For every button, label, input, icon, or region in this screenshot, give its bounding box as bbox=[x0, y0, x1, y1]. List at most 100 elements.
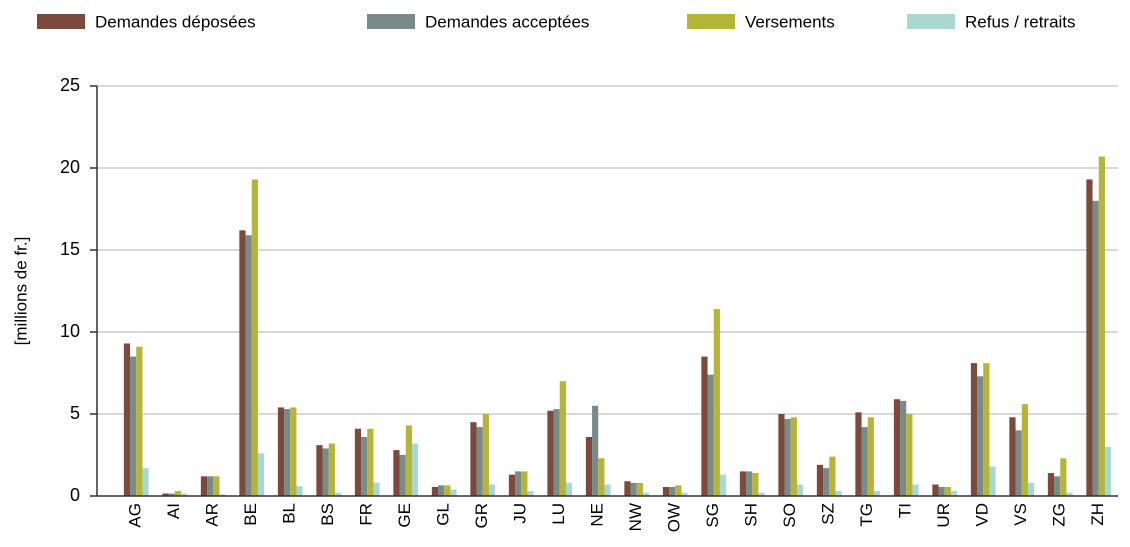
x-tick-label: TI bbox=[896, 503, 915, 518]
x-tick-label: TG bbox=[857, 503, 876, 527]
bar bbox=[322, 448, 329, 496]
bar bbox=[1092, 200, 1099, 497]
x-tick-label: SZ bbox=[819, 503, 838, 525]
y-tick-label: 5 bbox=[70, 403, 80, 423]
bar bbox=[328, 443, 335, 496]
bar bbox=[938, 486, 945, 496]
bar bbox=[393, 450, 400, 496]
x-tick-label: BL bbox=[280, 503, 299, 524]
bar bbox=[796, 484, 804, 496]
bar bbox=[1015, 430, 1022, 496]
bar bbox=[399, 455, 406, 496]
bar bbox=[521, 471, 528, 496]
bar bbox=[354, 428, 362, 496]
bar bbox=[592, 405, 599, 496]
y-tick-label: 25 bbox=[60, 75, 80, 95]
bar bbox=[476, 427, 483, 496]
x-tick-label: AR bbox=[203, 503, 222, 527]
bar bbox=[123, 343, 131, 496]
bar bbox=[835, 491, 842, 496]
bar bbox=[1021, 404, 1028, 496]
bar bbox=[944, 486, 951, 496]
bar bbox=[739, 471, 747, 496]
bar bbox=[565, 482, 573, 496]
bar bbox=[174, 491, 181, 496]
bar bbox=[1060, 458, 1067, 496]
x-tick-label: JU bbox=[511, 503, 530, 524]
y-tick-label: 10 bbox=[60, 321, 80, 341]
legend-swatch bbox=[687, 14, 735, 29]
bar bbox=[790, 417, 797, 496]
legend-swatch bbox=[367, 14, 415, 29]
bar bbox=[642, 492, 650, 496]
bar bbox=[488, 484, 496, 496]
bar bbox=[932, 484, 939, 496]
bar bbox=[200, 476, 208, 496]
bar bbox=[855, 412, 862, 496]
bar bbox=[669, 486, 676, 496]
bar bbox=[136, 346, 143, 496]
bar bbox=[316, 445, 323, 496]
bar bbox=[296, 486, 303, 496]
bar bbox=[1066, 492, 1073, 496]
bar bbox=[515, 471, 522, 496]
bar bbox=[912, 484, 919, 496]
bar bbox=[444, 485, 451, 496]
bar bbox=[585, 436, 593, 496]
x-tick-label: NE bbox=[588, 503, 607, 527]
bar bbox=[950, 491, 958, 496]
x-tick-label: VD bbox=[973, 503, 992, 527]
bar bbox=[213, 476, 220, 496]
bar bbox=[624, 481, 631, 496]
x-tick-label: VS bbox=[1011, 503, 1030, 526]
bar bbox=[752, 473, 759, 496]
bar bbox=[707, 374, 714, 496]
bar bbox=[508, 474, 516, 496]
x-tick-label: ZH bbox=[1088, 503, 1107, 526]
bar bbox=[1086, 179, 1093, 497]
bar bbox=[816, 464, 824, 496]
bar bbox=[719, 474, 727, 496]
bar bbox=[162, 493, 169, 496]
bar bbox=[257, 453, 265, 496]
x-tick-label: GL bbox=[434, 503, 453, 526]
bar bbox=[219, 494, 226, 496]
bar bbox=[906, 414, 913, 496]
y-tick-label: 20 bbox=[60, 157, 80, 177]
legend-label: Versements bbox=[745, 12, 835, 31]
x-tick-label: NW bbox=[626, 503, 645, 531]
bar bbox=[758, 492, 765, 496]
bar bbox=[604, 484, 611, 496]
legend-label: Demandes déposées bbox=[95, 12, 256, 31]
bar bbox=[829, 456, 836, 496]
bar bbox=[553, 409, 560, 496]
bar bbox=[598, 458, 605, 496]
x-tick-label: UR bbox=[934, 503, 953, 528]
bar bbox=[900, 400, 907, 496]
bar bbox=[636, 482, 643, 496]
x-tick-label: FR bbox=[357, 503, 376, 526]
bar bbox=[1047, 473, 1055, 496]
bar bbox=[470, 422, 477, 496]
bar bbox=[130, 356, 137, 496]
bar bbox=[438, 485, 445, 496]
x-tick-label: BS bbox=[318, 503, 337, 526]
x-tick-label: OW bbox=[665, 503, 684, 532]
bar bbox=[983, 363, 990, 496]
legend-swatch bbox=[37, 14, 85, 29]
bar bbox=[823, 468, 830, 496]
bar bbox=[251, 179, 258, 497]
y-axis-label: [millions de fr.] bbox=[11, 237, 30, 346]
bar bbox=[290, 407, 297, 496]
x-tick-label: GE bbox=[395, 503, 414, 528]
bar bbox=[1009, 417, 1016, 496]
bar bbox=[662, 486, 670, 496]
bar bbox=[873, 491, 881, 496]
bar bbox=[361, 436, 368, 496]
bar bbox=[431, 486, 439, 496]
x-tick-label: AI bbox=[164, 503, 183, 519]
legend-label: Refus / retraits bbox=[965, 12, 1076, 31]
x-tick-label: SO bbox=[780, 503, 799, 528]
bar bbox=[1104, 446, 1112, 496]
